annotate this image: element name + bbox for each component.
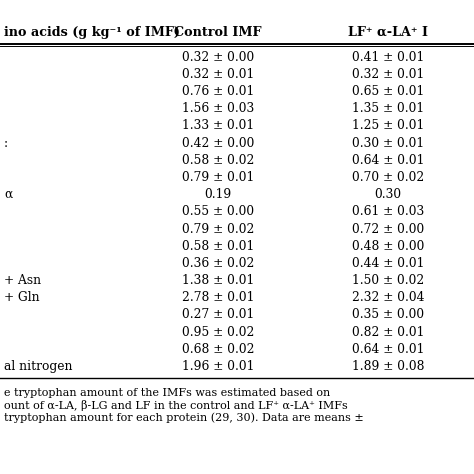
Text: + Asn: + Asn [4, 274, 41, 287]
Text: 0.82 ± 0.01: 0.82 ± 0.01 [352, 326, 424, 339]
Text: 0.95 ± 0.02: 0.95 ± 0.02 [182, 326, 254, 339]
Text: ount of α-LA, β-LG and LF in the control and LF⁺ α-LA⁺ IMFs: ount of α-LA, β-LG and LF in the control… [4, 400, 348, 411]
Text: 0.30 ± 0.01: 0.30 ± 0.01 [352, 137, 424, 149]
Text: 0.70 ± 0.02: 0.70 ± 0.02 [352, 171, 424, 184]
Text: α: α [4, 188, 12, 201]
Text: 1.89 ± 0.08: 1.89 ± 0.08 [352, 360, 424, 373]
Text: 0.79 ± 0.02: 0.79 ± 0.02 [182, 222, 254, 236]
Text: 0.32 ± 0.00: 0.32 ± 0.00 [182, 51, 254, 64]
Text: 0.61 ± 0.03: 0.61 ± 0.03 [352, 205, 424, 219]
Text: 0.72 ± 0.00: 0.72 ± 0.00 [352, 222, 424, 236]
Text: tryptophan amount for each protein (29, 30). Data are means ±: tryptophan amount for each protein (29, … [4, 412, 364, 423]
Text: 0.58 ± 0.01: 0.58 ± 0.01 [182, 240, 254, 253]
Text: 0.48 ± 0.00: 0.48 ± 0.00 [352, 240, 424, 253]
Text: 0.32 ± 0.01: 0.32 ± 0.01 [352, 68, 424, 81]
Text: :: : [4, 137, 8, 149]
Text: 0.19: 0.19 [204, 188, 232, 201]
Text: 0.35 ± 0.00: 0.35 ± 0.00 [352, 309, 424, 321]
Text: 1.33 ± 0.01: 1.33 ± 0.01 [182, 119, 254, 132]
Text: LF⁺ α-LA⁺ I: LF⁺ α-LA⁺ I [348, 26, 428, 38]
Text: 0.30: 0.30 [374, 188, 401, 201]
Text: 2.32 ± 0.04: 2.32 ± 0.04 [352, 292, 424, 304]
Text: 0.79 ± 0.01: 0.79 ± 0.01 [182, 171, 254, 184]
Text: ino acids (g kg⁻¹ of IMF): ino acids (g kg⁻¹ of IMF) [4, 26, 180, 38]
Text: 0.64 ± 0.01: 0.64 ± 0.01 [352, 343, 424, 356]
Text: 2.78 ± 0.01: 2.78 ± 0.01 [182, 292, 254, 304]
Text: 0.44 ± 0.01: 0.44 ± 0.01 [352, 257, 424, 270]
Text: 0.42 ± 0.00: 0.42 ± 0.00 [182, 137, 254, 149]
Text: 0.76 ± 0.01: 0.76 ± 0.01 [182, 85, 254, 98]
Text: 0.68 ± 0.02: 0.68 ± 0.02 [182, 343, 254, 356]
Text: 1.96 ± 0.01: 1.96 ± 0.01 [182, 360, 254, 373]
Text: e tryptophan amount of the IMFs was estimated based on: e tryptophan amount of the IMFs was esti… [4, 388, 330, 398]
Text: 0.55 ± 0.00: 0.55 ± 0.00 [182, 205, 254, 219]
Text: al nitrogen: al nitrogen [4, 360, 73, 373]
Text: 1.35 ± 0.01: 1.35 ± 0.01 [352, 102, 424, 115]
Text: 1.56 ± 0.03: 1.56 ± 0.03 [182, 102, 254, 115]
Text: 1.38 ± 0.01: 1.38 ± 0.01 [182, 274, 254, 287]
Text: 0.36 ± 0.02: 0.36 ± 0.02 [182, 257, 254, 270]
Text: 0.65 ± 0.01: 0.65 ± 0.01 [352, 85, 424, 98]
Text: 1.25 ± 0.01: 1.25 ± 0.01 [352, 119, 424, 132]
Text: 0.58 ± 0.02: 0.58 ± 0.02 [182, 154, 254, 167]
Text: 0.41 ± 0.01: 0.41 ± 0.01 [352, 51, 424, 64]
Text: 1.50 ± 0.02: 1.50 ± 0.02 [352, 274, 424, 287]
Text: 0.27 ± 0.01: 0.27 ± 0.01 [182, 309, 254, 321]
Text: Control IMF: Control IMF [174, 26, 262, 38]
Text: 0.64 ± 0.01: 0.64 ± 0.01 [352, 154, 424, 167]
Text: 0.32 ± 0.01: 0.32 ± 0.01 [182, 68, 254, 81]
Text: + Gln: + Gln [4, 292, 40, 304]
